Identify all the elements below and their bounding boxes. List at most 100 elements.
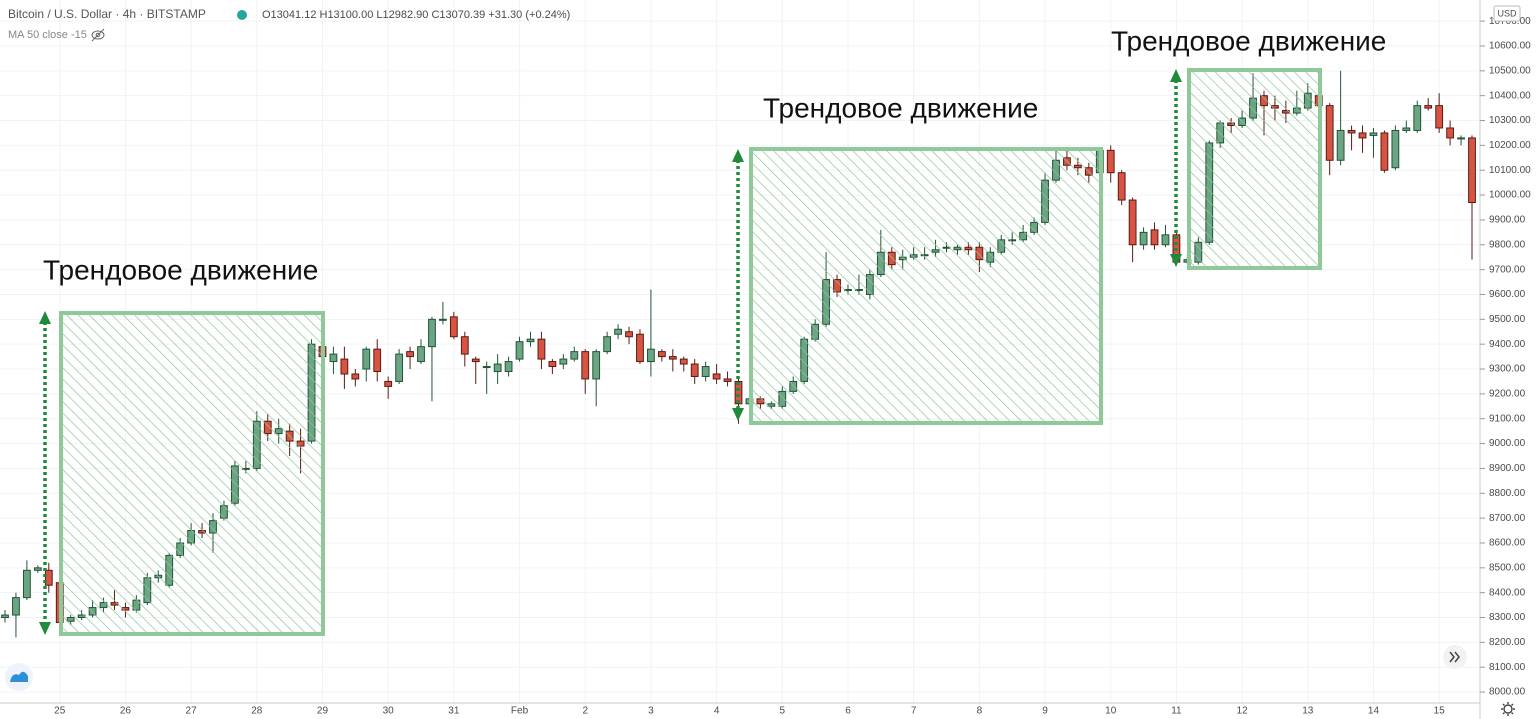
x-tick-label: 11 — [1171, 706, 1182, 717]
y-tick-label: 10600.00 — [1489, 41, 1531, 52]
y-tick-label: 9500.00 — [1489, 314, 1526, 325]
y-tick-label: 10400.00 — [1489, 90, 1531, 101]
candle-body — [33, 567, 42, 571]
candle-body — [657, 351, 666, 358]
currency-label: USD — [1497, 8, 1517, 18]
y-tick-label: 8600.00 — [1489, 538, 1526, 549]
x-tick-label: Feb — [511, 706, 529, 717]
candle-body — [1117, 172, 1126, 201]
candle-body — [581, 351, 590, 380]
candle-body — [603, 336, 612, 353]
trend-box[interactable] — [1187, 68, 1322, 270]
x-tick-label: 10 — [1105, 706, 1117, 717]
x-tick-label: 29 — [317, 706, 329, 717]
y-tick-label: 9600.00 — [1489, 289, 1526, 300]
x-tick-label: 15 — [1434, 706, 1446, 717]
x-tick-label: 12 — [1237, 706, 1249, 717]
candle-body — [1336, 129, 1345, 161]
candle-body — [1413, 105, 1422, 131]
candle-body — [614, 328, 622, 335]
candle-body — [668, 356, 677, 360]
candle-body — [636, 333, 644, 363]
candle-body — [526, 338, 535, 343]
candle-body — [449, 316, 458, 338]
x-tick-label: 7 — [911, 706, 917, 717]
candle-body — [1402, 127, 1411, 131]
y-tick-label: 8800.00 — [1489, 488, 1526, 499]
ohlc-readout: O13041.12 H13100.00 L12982.90 C13070.39 … — [262, 9, 570, 21]
annotation: Трендовое движение — [763, 92, 1038, 123]
x-tick-label: 5 — [780, 706, 786, 717]
x-tick-label: 25 — [54, 706, 66, 717]
candle-body — [340, 358, 349, 375]
annotation: Трендовое движение — [1111, 25, 1386, 56]
candle-body — [482, 366, 491, 369]
candle-body — [351, 373, 360, 380]
candle-body — [1391, 129, 1400, 169]
x-tick-label: 28 — [251, 706, 263, 717]
currency-badge[interactable] — [1493, 5, 1521, 22]
x-tick-label: 2 — [582, 706, 588, 717]
y-tick-label: 8400.00 — [1489, 587, 1526, 598]
candle-body — [679, 358, 688, 365]
annotations: Трендовое движение Трендовое движение Тр… — [39, 25, 1386, 636]
ohlc-item: +31.30 (+0.24%) — [488, 9, 570, 21]
candle-body — [329, 353, 338, 363]
candle-body — [647, 348, 655, 363]
candle-body — [1325, 105, 1334, 161]
y-tick-label: 8900.00 — [1489, 463, 1526, 474]
candle-body — [439, 318, 447, 321]
candle-body — [395, 353, 404, 382]
y-tick-label: 10200.00 — [1489, 140, 1531, 151]
y-tick-label: 10000.00 — [1489, 190, 1531, 201]
candle-body — [1150, 229, 1159, 246]
candle-body — [1457, 137, 1465, 140]
candle-body — [592, 351, 601, 380]
trend-box[interactable] — [59, 311, 325, 636]
x-tick-label: 4 — [714, 706, 720, 717]
y-tick-label: 9100.00 — [1489, 413, 1526, 424]
symbol-title: Bitcoin / U.S. Dollar · 4h · BITSTAMP — [8, 7, 206, 21]
y-tick-label: 9300.00 — [1489, 364, 1526, 375]
candle-body — [460, 336, 469, 355]
candle-body — [1369, 132, 1378, 136]
candle-body — [734, 380, 743, 405]
x-tick-label: 3 — [648, 706, 654, 717]
trend-box[interactable] — [749, 147, 1103, 425]
candle-body — [1161, 234, 1170, 246]
candle-body — [723, 378, 732, 382]
settings-gear[interactable] — [1501, 702, 1515, 716]
y-tick-label: 8500.00 — [1489, 562, 1526, 573]
y-tick-label: 8300.00 — [1489, 612, 1526, 623]
candle-body — [559, 358, 568, 365]
candle-body — [701, 366, 710, 377]
candle-body — [515, 341, 524, 360]
ohlc-item: L12982.90 — [376, 9, 428, 21]
candle-body — [1106, 149, 1115, 174]
x-tick-label: 31 — [448, 706, 460, 717]
candle-body — [384, 380, 393, 387]
x-tick-label: 13 — [1302, 706, 1314, 717]
scroll-button[interactable] — [1443, 645, 1467, 669]
hide-icon[interactable] — [91, 28, 105, 42]
y-tick-label: 9900.00 — [1489, 215, 1526, 226]
candle-body — [690, 363, 699, 377]
y-tick-label: 9400.00 — [1489, 339, 1526, 350]
ohlc-item: H13100.00 — [320, 9, 374, 21]
logo[interactable] — [5, 663, 33, 691]
candle-body — [362, 348, 371, 370]
y-tick-label: 9700.00 — [1489, 264, 1526, 275]
x-tick-label: 26 — [120, 706, 132, 717]
candle-body — [44, 569, 53, 586]
candle-body — [1446, 127, 1454, 139]
indicator-label[interactable]: MA 50 close -15 — [8, 29, 87, 41]
x-tick-label: 30 — [383, 706, 395, 717]
candle-body — [23, 569, 31, 599]
candle-body — [1468, 137, 1476, 204]
candle-body — [548, 361, 557, 368]
candle-body — [471, 358, 480, 363]
candle-body — [428, 318, 436, 348]
y-tick-label: 10100.00 — [1489, 165, 1531, 176]
y-tick-label: 8100.00 — [1489, 662, 1526, 673]
y-tick-label: 8000.00 — [1489, 687, 1526, 698]
